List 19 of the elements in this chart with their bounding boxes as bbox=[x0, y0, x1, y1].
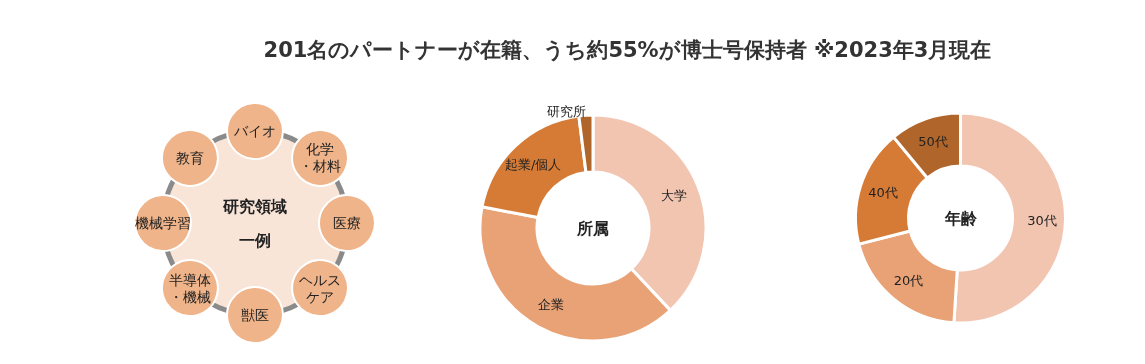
category-label: 教育 bbox=[175, 149, 204, 166]
category-label: 半導体・機械 bbox=[168, 271, 211, 305]
slice-label: 40代 bbox=[868, 185, 898, 201]
slice-label: 起業/個人 bbox=[504, 156, 562, 172]
category-label: 医療 bbox=[333, 215, 361, 231]
category-label: バイオ bbox=[233, 123, 276, 139]
text: 201名のパートナーが在籍、うち約55%が博士号保持者 ※2023年3月現在 bbox=[262, 37, 993, 64]
category-label: 化学・材料 bbox=[299, 141, 342, 175]
text: 所属 bbox=[576, 218, 609, 238]
text: 年齢 bbox=[943, 208, 978, 228]
slice-label: 大学 bbox=[661, 188, 688, 204]
slice-label: 50代 bbox=[918, 133, 948, 149]
slice-label: 企業 bbox=[537, 297, 564, 313]
slice-label: 30代 bbox=[1027, 213, 1057, 229]
slice-label: 20代 bbox=[893, 273, 924, 289]
slice-label: 研究所 bbox=[546, 103, 586, 119]
category-label: ヘルスケア bbox=[299, 271, 342, 305]
category-label: 獣医 bbox=[241, 307, 269, 323]
text: 研究領域一例 bbox=[222, 196, 287, 250]
